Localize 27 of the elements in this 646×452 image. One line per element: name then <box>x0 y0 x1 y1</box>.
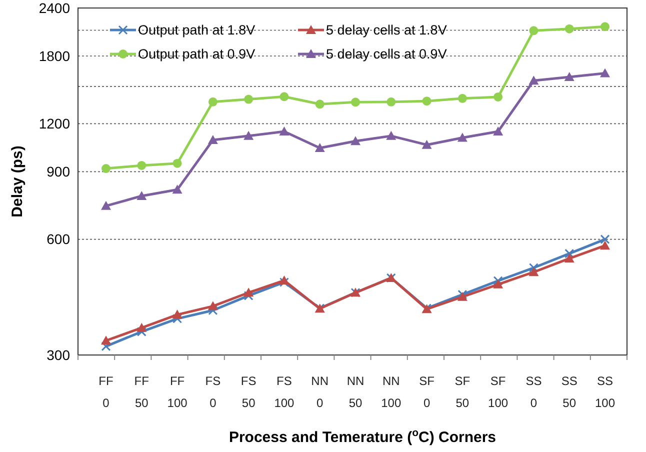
x-tick-label: SS 100 <box>594 374 616 410</box>
x-tick-label: SS 0 <box>526 374 542 410</box>
x-tick-label: FS 0 <box>205 374 221 410</box>
y-axis-title: Delay (ps) <box>9 146 26 218</box>
y-tick-label: 2400 <box>38 0 70 16</box>
x-tick-label: FF 0 <box>98 374 114 410</box>
x-tick-label: SF 50 <box>454 374 470 410</box>
y-tick-label: 900 <box>46 164 70 180</box>
x-axis-title: Process and Temerature ($^{o}$C) Corners <box>228 427 496 446</box>
legend-label: 5 delay cells at 1.8V <box>326 22 447 38</box>
y-tick-label: 1200 <box>38 116 70 132</box>
x-tick-label: NN 50 <box>346 374 364 410</box>
x-tick-label: FS 100 <box>274 374 295 410</box>
legend-label: Output path at 0.9V <box>138 46 256 62</box>
x-tick-label: FF 100 <box>167 374 188 410</box>
x-tick-label: SF 100 <box>488 374 508 410</box>
legend-label: Output path at 1.8V <box>138 22 256 38</box>
x-tick-label: SS 50 <box>561 374 578 410</box>
x-tick-label: NN 0 <box>311 374 329 410</box>
y-tick-label: 300 <box>46 346 70 363</box>
y-tick-label: 1800 <box>38 48 70 64</box>
x-tick-label: SF 0 <box>419 374 434 410</box>
y-tick-label: 600 <box>46 231 70 248</box>
x-tick-label: NN 100 <box>381 374 402 410</box>
x-tick-label: FF 50 <box>134 374 149 410</box>
x-tick-label: FS 50 <box>240 374 256 410</box>
legend-label: 5 delay cells at 0.9V <box>326 46 447 62</box>
